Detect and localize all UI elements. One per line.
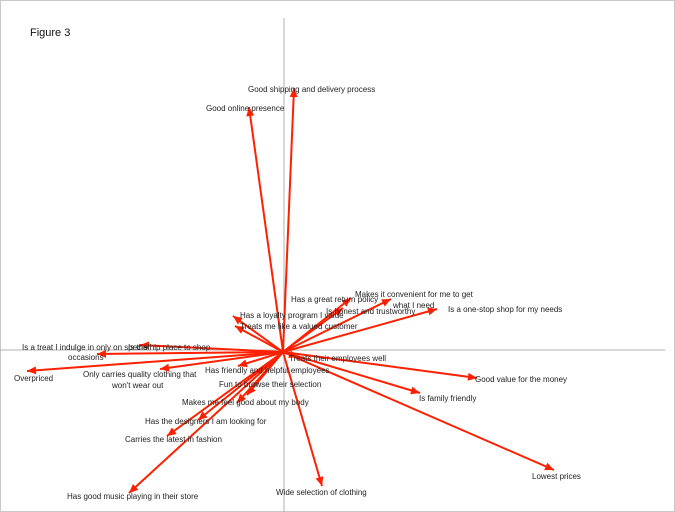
arrowhead [247, 385, 256, 395]
vector-label: Has a great return policy [291, 295, 378, 304]
arrowhead [140, 341, 150, 350]
vector-line [282, 298, 392, 353]
vector-arrow [282, 298, 392, 353]
vector-line [282, 351, 555, 471]
vector-label: Has good music playing in their store [67, 492, 199, 501]
arrowhead [341, 298, 351, 307]
vector-arrow [246, 106, 284, 353]
vector-arrow [234, 325, 284, 353]
vector-label: Wide selection of clothing [276, 488, 367, 497]
vector-arrow [139, 341, 284, 353]
vector-label: Lowest prices [532, 472, 581, 481]
vector-line [282, 351, 478, 379]
arrowhead [381, 299, 391, 307]
vector-line [96, 351, 284, 355]
arrowhead [160, 363, 170, 372]
vector-label: Has a loyalty program I value [240, 311, 344, 320]
vector-line [248, 106, 284, 353]
vector-line [128, 351, 284, 494]
arrowhead [410, 386, 420, 395]
vector-arrow [282, 87, 298, 353]
vector-arrow [282, 307, 344, 353]
vector-arrow [282, 351, 421, 395]
vector-label: Is a treat I indulge in only on special [22, 343, 149, 352]
vector-arrow [236, 351, 284, 404]
arrowhead [238, 359, 248, 368]
arrowhead [235, 326, 245, 334]
vector-arrow [232, 315, 284, 353]
arrowhead [544, 462, 554, 471]
vector-label: Is honest and trustworthy [326, 307, 415, 316]
vector-arrow [96, 349, 284, 358]
arrowhead [289, 88, 298, 98]
vector-arrow [26, 351, 284, 375]
vector-label: Has friendly and helpful employees [205, 366, 330, 375]
arrowhead [237, 393, 246, 403]
vector-label: Good value for the money [475, 375, 567, 384]
vector-line [26, 351, 284, 372]
vector-line [236, 351, 284, 404]
vector-label: Treats me like a valued customer [240, 322, 358, 331]
vector-line [234, 325, 284, 353]
vector-arrow [282, 351, 478, 381]
arrowhead [97, 349, 107, 358]
vector-arrow [237, 351, 284, 368]
vector-line [166, 351, 284, 437]
vector-label: Is the hip place to shop [128, 343, 211, 352]
vector-line [282, 351, 323, 487]
vector-label: Overpriced [14, 374, 53, 383]
arrowhead [333, 308, 343, 317]
vector-label: Good online presence [206, 104, 285, 113]
arrowhead [315, 476, 324, 486]
vector-label: Is a one-stop shop for my needs [448, 305, 562, 314]
vector-line [282, 87, 295, 353]
arrowhead [129, 483, 139, 493]
vector-line [282, 351, 421, 394]
arrowhead [246, 107, 255, 117]
vector-arrow [159, 351, 284, 372]
vector-label: Only carries quality clothing that [83, 370, 197, 379]
vector-arrow [282, 351, 555, 471]
arrowhead [233, 316, 243, 325]
vector-label: won't wear out [111, 381, 164, 390]
vector-label: Carries the latest in fashion [125, 435, 222, 444]
vector-line [232, 315, 284, 353]
vector-arrow [128, 351, 284, 494]
vector-line [139, 344, 284, 353]
vector-arrow [282, 307, 438, 353]
figure-label: Figure 3 [30, 27, 70, 39]
arrowhead [467, 372, 477, 381]
vector-line [282, 308, 438, 353]
vector-label: Treats their employees well [289, 354, 386, 363]
vector-label: occasions [68, 353, 104, 362]
arrowhead [27, 366, 37, 375]
vector-label: Makes me feel good about my body [182, 398, 309, 407]
arrowhead [198, 411, 208, 420]
vector-arrow [166, 351, 284, 437]
vector-line [159, 351, 284, 370]
vector-label: Has the designers I am looking for [145, 417, 267, 426]
arrowhead [427, 307, 437, 316]
arrowhead [167, 427, 177, 436]
vector-arrow [282, 351, 324, 487]
vector-label: Makes it convenient for me to get [355, 290, 474, 299]
vector-line [282, 307, 344, 353]
vector-label: Good shipping and delivery process [248, 85, 375, 94]
vector-label: Fun to browse their selection [219, 380, 321, 389]
vector-label: Is family friendly [419, 394, 476, 403]
vector-label: what I need [392, 301, 434, 310]
